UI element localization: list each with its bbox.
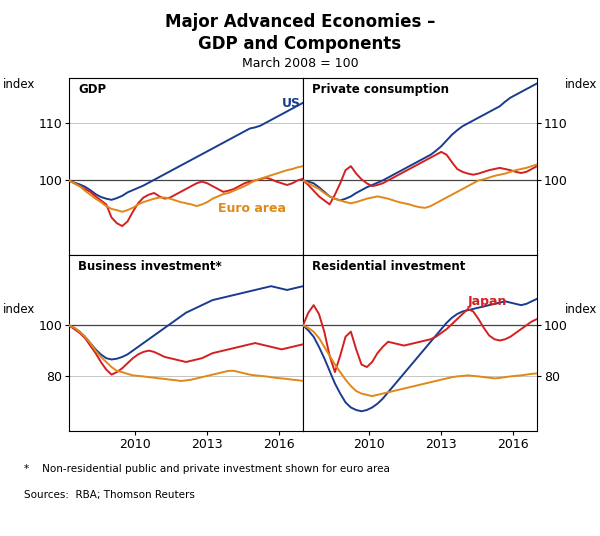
Text: March 2008 = 100: March 2008 = 100 [242,57,358,70]
Text: index: index [3,303,35,316]
Text: Euro area: Euro area [218,203,286,215]
Text: index: index [565,78,597,91]
Text: Major Advanced Economies –
GDP and Components: Major Advanced Economies – GDP and Compo… [165,13,435,53]
Text: Sources:  RBA; Thomson Reuters: Sources: RBA; Thomson Reuters [24,490,195,501]
Text: index: index [565,303,597,316]
Text: Business investment*: Business investment* [79,260,222,273]
Text: Private consumption: Private consumption [313,83,449,96]
Text: US: US [282,98,301,110]
Text: GDP: GDP [79,83,106,96]
Text: *    Non-residential public and private investment shown for euro area: * Non-residential public and private inv… [24,464,390,474]
Text: Japan: Japan [468,295,507,308]
Text: Residential investment: Residential investment [313,260,466,273]
Text: index: index [3,78,35,91]
